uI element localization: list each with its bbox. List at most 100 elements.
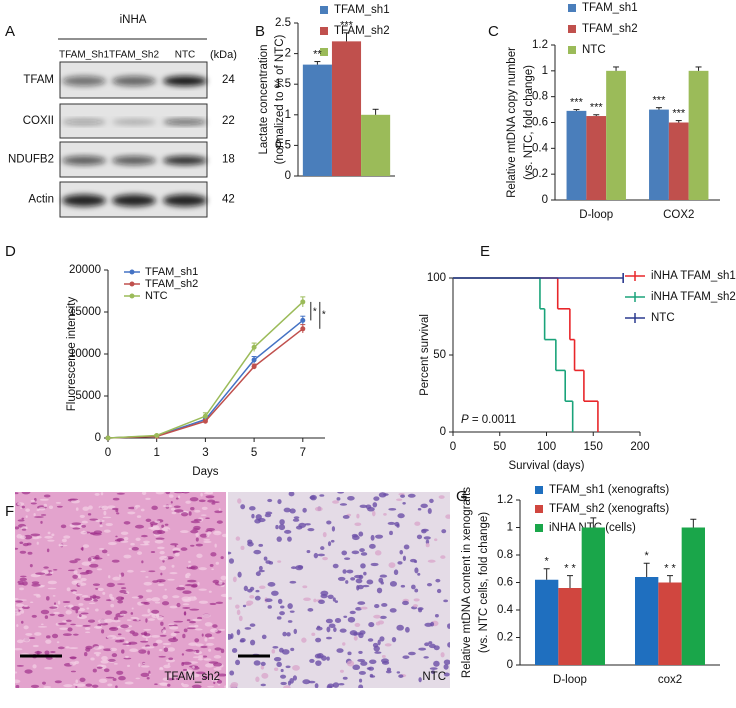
tissue-texture <box>70 499 80 504</box>
tissue-texture <box>108 575 111 579</box>
tissue-texture <box>351 533 358 538</box>
tissue-texture <box>195 643 204 647</box>
legend-swatch <box>535 486 543 494</box>
tissue-texture <box>126 619 132 622</box>
tissue-texture <box>70 670 76 673</box>
tissue-texture <box>29 563 33 568</box>
tissue-texture <box>280 681 287 686</box>
tissue-texture <box>30 499 36 503</box>
tissue-texture <box>208 648 212 652</box>
legend-label: TFAM_sh1 <box>334 4 390 16</box>
y-axis-label: (vs. NTC, fold change) <box>523 65 535 180</box>
tissue-texture <box>154 683 158 686</box>
kda-label: 18 <box>222 154 235 166</box>
y-tick-label: 1.2 <box>497 494 513 506</box>
tissue-texture <box>297 565 304 569</box>
tissue-texture <box>360 606 368 610</box>
blot-band <box>163 76 207 86</box>
tissue-texture <box>418 677 422 683</box>
tissue-texture <box>429 667 438 670</box>
tissue-texture <box>182 603 190 606</box>
tissue-texture <box>141 614 151 617</box>
tissue-texture <box>79 572 90 575</box>
tissue-texture <box>369 659 377 665</box>
tissue-texture <box>326 520 332 525</box>
tissue-texture <box>126 569 134 573</box>
tissue-texture <box>342 642 346 646</box>
tissue-texture <box>244 627 252 630</box>
tissue-texture <box>19 587 24 591</box>
y-axis-label: Percent survival <box>419 314 431 396</box>
bar <box>635 577 659 665</box>
tissue-texture <box>280 668 284 673</box>
significance-label: *** <box>653 95 667 107</box>
tissue-texture <box>155 537 165 540</box>
tissue-texture <box>47 539 55 542</box>
tissue-texture <box>96 568 103 571</box>
tissue-texture <box>208 636 215 640</box>
x-tick-label: 7 <box>300 447 306 459</box>
tissue-texture <box>376 587 383 594</box>
tissue-texture <box>15 684 20 688</box>
tissue-texture <box>26 542 32 546</box>
tissue-texture <box>92 583 101 586</box>
tissue-texture <box>273 667 279 672</box>
data-point <box>300 326 306 332</box>
tissue-texture <box>260 665 265 670</box>
tissue-texture <box>94 492 100 496</box>
data-point <box>251 344 257 350</box>
tissue-texture <box>387 521 396 525</box>
tissue-texture <box>272 645 279 649</box>
tissue-texture <box>271 590 279 596</box>
tissue-texture <box>141 560 144 564</box>
tissue-texture <box>275 524 279 530</box>
tissue-texture <box>402 600 409 606</box>
tissue-texture <box>196 553 203 559</box>
tissue-texture <box>424 642 430 647</box>
tissue-texture <box>31 614 37 618</box>
y-tick-label: 20000 <box>69 264 101 276</box>
tissue-texture <box>213 662 223 667</box>
tissue-texture <box>195 649 200 654</box>
tissue-texture <box>394 521 400 527</box>
tissue-texture <box>264 598 273 603</box>
blot-band <box>112 76 156 86</box>
tissue-texture <box>81 520 89 524</box>
tissue-texture <box>69 661 77 666</box>
tissue-texture <box>159 634 167 637</box>
bar <box>331 41 362 176</box>
tissue-texture <box>21 606 30 610</box>
panel-letter: A <box>5 23 15 40</box>
tissue-texture <box>143 628 152 631</box>
tissue-texture <box>255 676 260 683</box>
tissue-texture <box>328 623 336 629</box>
y-tick-label: 5000 <box>75 390 101 402</box>
tissue-texture <box>290 566 297 570</box>
tissue-texture <box>418 608 423 613</box>
tissue-texture <box>431 670 436 674</box>
tissue-texture <box>169 605 178 609</box>
blot-band <box>163 119 207 125</box>
tissue-texture <box>81 524 86 528</box>
tissue-texture <box>15 612 21 616</box>
tissue-texture <box>161 526 171 532</box>
tissue-texture <box>402 555 407 561</box>
tissue-texture <box>15 671 18 674</box>
tissue-texture <box>358 670 366 675</box>
tissue-texture <box>44 666 53 670</box>
tissue-texture <box>44 650 50 655</box>
tissue-texture <box>95 588 99 590</box>
tissue-texture <box>98 505 105 509</box>
tissue-texture <box>107 505 116 509</box>
tissue-texture <box>258 569 265 573</box>
tissue-texture <box>182 590 192 595</box>
tissue-texture <box>47 580 57 585</box>
tissue-texture <box>28 637 36 640</box>
tissue-texture <box>292 518 300 522</box>
tissue-texture <box>111 559 120 563</box>
tissue-texture <box>414 588 419 593</box>
tissue-texture <box>151 609 160 614</box>
tissue-texture <box>317 553 325 557</box>
tissue-texture <box>191 684 202 688</box>
tissue-texture <box>302 507 307 513</box>
